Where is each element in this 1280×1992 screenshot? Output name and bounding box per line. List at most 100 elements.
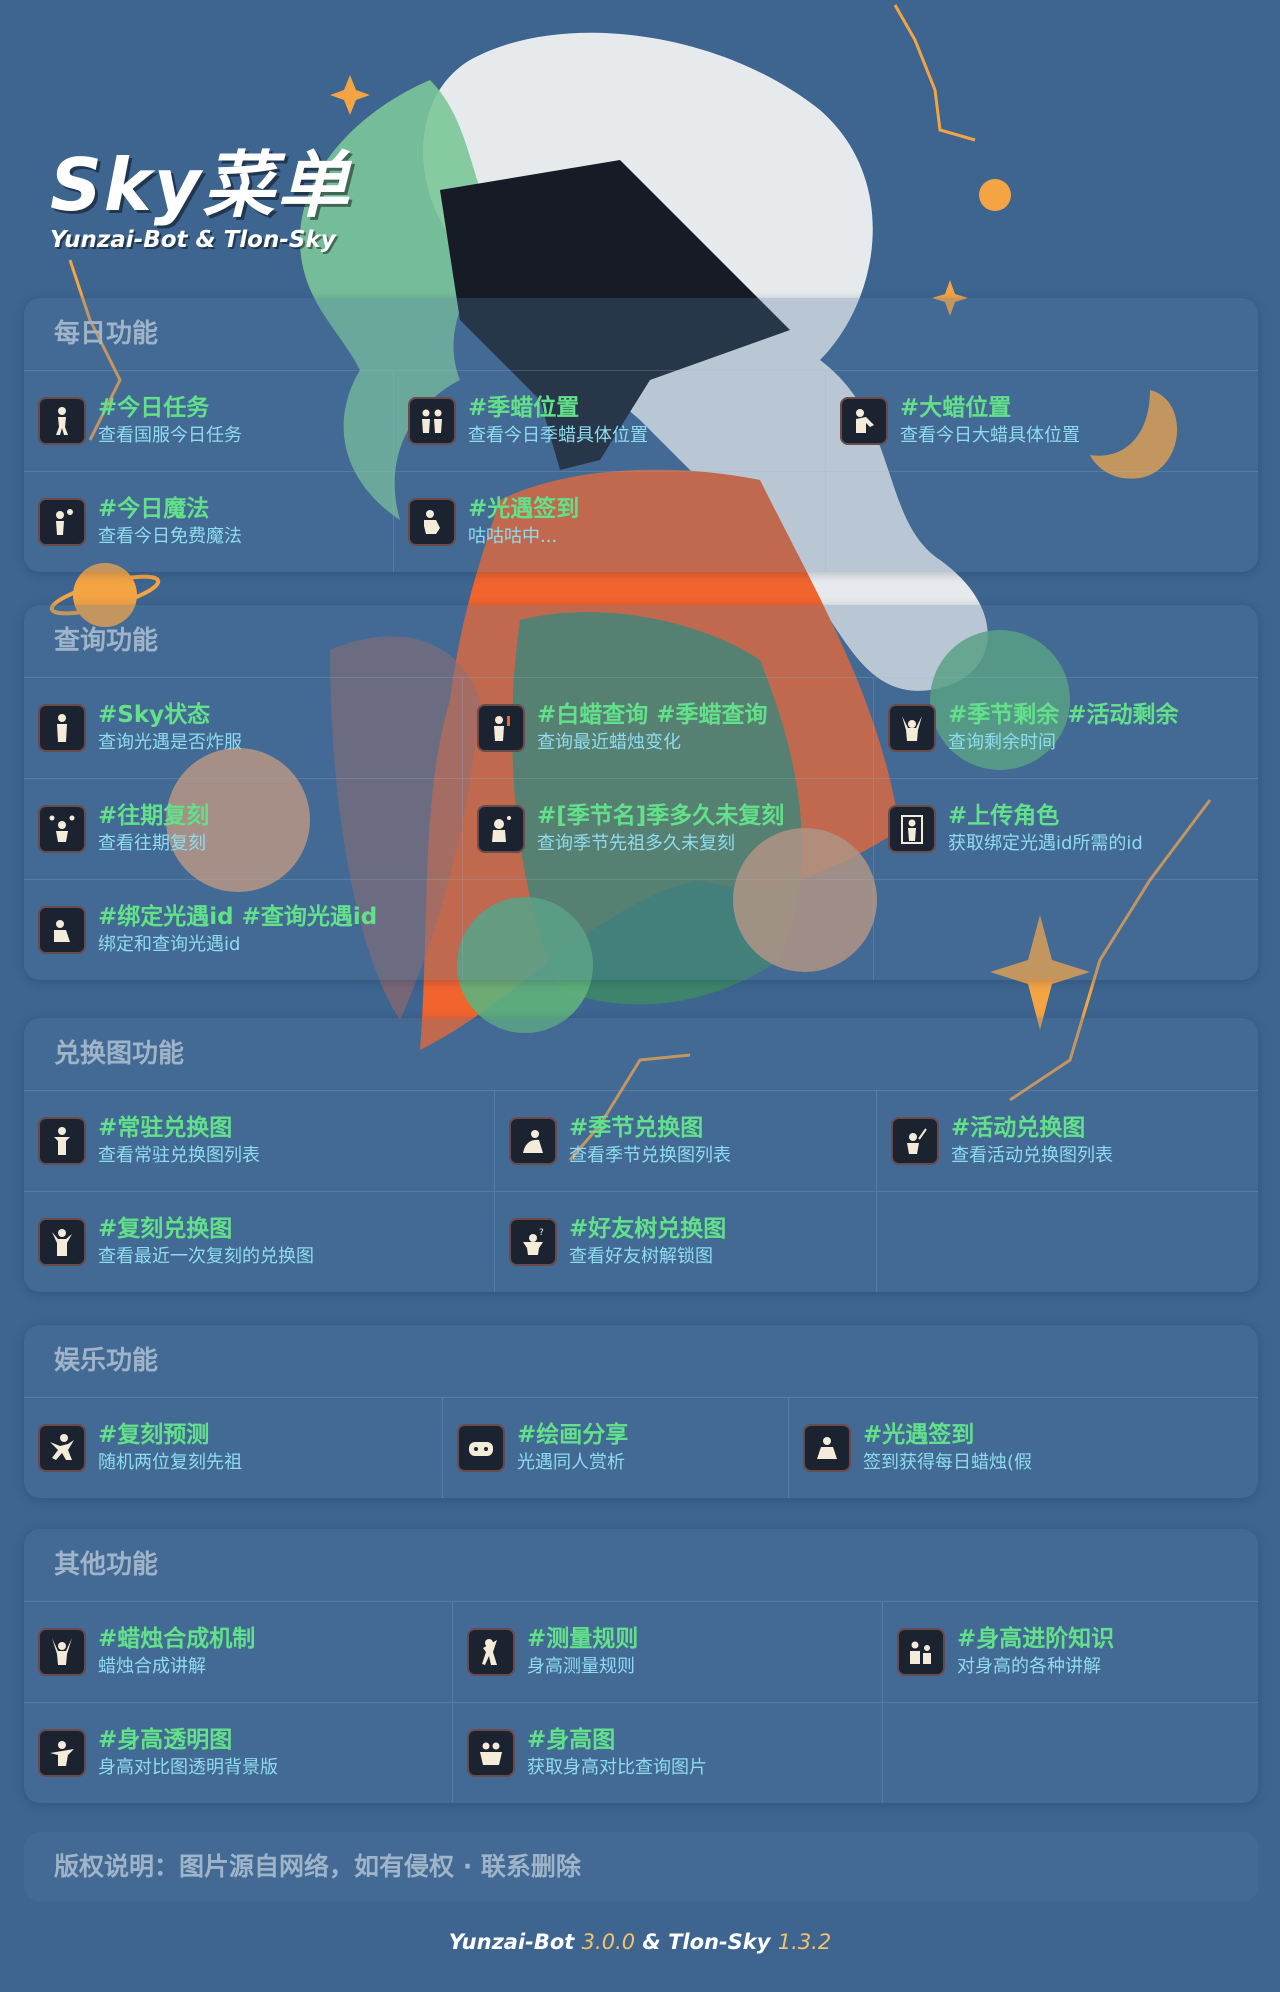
mask-shape xyxy=(440,160,790,470)
menu-description: 获取身高对比查询图片 xyxy=(527,1757,707,1778)
dancing-figure-icon xyxy=(467,1628,515,1676)
menu-item[interactable]: #身高进阶知识对身高的各种讲解 xyxy=(883,1601,1258,1702)
menu-description: 随机两位复刻先祖 xyxy=(98,1452,242,1473)
section-query: 查询功能 #Sky状态 查询光遇是否炸服 #白蜡查询 #季蜡查询 查询最近蜡烛变化 … xyxy=(24,605,1258,980)
menu-item[interactable]: #身高透明图身高对比图透明背景版 xyxy=(24,1702,453,1803)
menu-description: 查看常驻兑换图列表 xyxy=(98,1145,260,1166)
menu-command: #往期复刻 xyxy=(98,803,210,829)
menu-item[interactable]: #常驻兑换图 查看常驻兑换图列表 xyxy=(24,1090,495,1191)
arms-raised-figure-icon xyxy=(38,1628,86,1676)
walking-figure-icon xyxy=(38,397,86,445)
planet-small-top xyxy=(979,179,1011,211)
menu-item[interactable]: #今日任务 查看国服今日任务 xyxy=(24,370,394,471)
menu-command: #白蜡查询 #季蜡查询 xyxy=(537,702,768,728)
menu-item[interactable]: #白蜡查询 #季蜡查询查询最近蜡烛变化 xyxy=(463,677,874,778)
spinning-figure-icon xyxy=(38,1729,86,1777)
waving-figure-icon xyxy=(38,1218,86,1266)
menu-item-empty xyxy=(874,879,1258,980)
thinking-figure-icon xyxy=(477,805,525,853)
confused-figure-icon: ? xyxy=(509,1218,557,1266)
menu-command: #身高进阶知识 xyxy=(957,1626,1115,1652)
menu-item[interactable]: #绑定光遇id #查询光遇id 绑定和查询光遇id xyxy=(24,879,463,980)
plugin-name: Tlon-Sky xyxy=(668,1930,771,1954)
menu-command: #大蜡位置 xyxy=(900,395,1012,421)
section-title: 查询功能 xyxy=(54,626,159,656)
page-title: Sky菜单 xyxy=(50,143,351,227)
menu-item[interactable]: #[季节名]季多久未复刻 查询季节先祖多久未复刻 xyxy=(463,778,874,879)
menu-item[interactable]: #测量规则 身高测量规则 xyxy=(453,1601,883,1702)
page-subtitle: Yunzai-Bot & Tlon-Sky xyxy=(50,227,336,253)
pair-figures-icon xyxy=(897,1628,945,1676)
juggling-figure-icon xyxy=(38,805,86,853)
menu-item[interactable]: #复刻兑换图查看最近一次复刻的兑换图 xyxy=(24,1191,495,1292)
menu-item[interactable]: #活动兑换图 查看活动兑换图列表 xyxy=(877,1090,1258,1191)
menu-item[interactable]: #季节剩余 #活动剩余 查询剩余时间 xyxy=(874,677,1258,778)
header: Sky菜单 Yunzai-Bot & Tlon-Sky xyxy=(50,145,351,253)
menu-description: 查询最近蜡烛变化 xyxy=(537,732,681,753)
section-title: 兑换图功能 xyxy=(54,1039,185,1069)
planet-left xyxy=(166,748,310,892)
section-entertainment: 娱乐功能 #复刻预测 随机两位复刻先祖 #绘画分享 光遇同人赏析 #光遇签到 签到获得… xyxy=(24,1325,1258,1498)
jumping-figure-icon xyxy=(38,1424,86,1472)
menu-description: 查询季节先祖多久未复刻 xyxy=(537,833,735,854)
bot-name: Yunzai-Bot xyxy=(448,1930,575,1954)
constellation-right xyxy=(1009,799,1212,1102)
menu-item[interactable]: #绘画分享 光遇同人赏析 xyxy=(443,1397,789,1498)
menu-description: 查看往期复刻 xyxy=(98,833,206,854)
menu-item[interactable]: #复刻预测 随机两位复刻先祖 xyxy=(24,1397,443,1498)
planet-ring-left xyxy=(49,574,161,616)
menu-command: #光遇签到 xyxy=(468,496,580,522)
menu-description: 查看国服今日任务 xyxy=(98,425,242,446)
section-daily: 每日功能 #今日任务 查看国服今日任务 #季蜡位置 查看今日季蜡具体位置 #大蜡位置… xyxy=(24,298,1258,572)
constellation-middle xyxy=(568,1053,691,1161)
menu-item[interactable]: #Sky状态 查询光遇是否炸服 xyxy=(24,677,463,778)
menu-item[interactable]: ? #好友树兑换图 查看好友树解锁图 xyxy=(495,1191,877,1292)
menu-description: 对身高的各种讲解 xyxy=(957,1656,1101,1677)
sitting-figure-icon xyxy=(408,498,456,546)
menu-item[interactable]: #季节兑换图 查看季节兑换图列表 xyxy=(495,1090,877,1191)
figure-with-wand-icon xyxy=(891,1117,939,1165)
menu-description: 查看今日大蜡具体位置 xyxy=(900,425,1080,446)
planet-center xyxy=(457,897,593,1033)
menu-command: #绑定光遇id #查询光遇id xyxy=(98,904,378,930)
menu-command: #今日魔法 xyxy=(98,496,210,522)
figure-with-candle-icon xyxy=(477,704,525,752)
menu-item[interactable]: #往期复刻查看往期复刻 xyxy=(24,778,463,879)
menu-description: 查看季节兑换图列表 xyxy=(569,1145,731,1166)
planet-green-right xyxy=(930,630,1070,770)
cheering-figure-icon xyxy=(888,704,936,752)
menu-description: 查看今日季蜡具体位置 xyxy=(468,425,648,446)
menu-item-empty xyxy=(883,1702,1258,1803)
robe-shade xyxy=(330,636,480,1020)
menu-item[interactable]: #今日魔法 查看今日免费魔法 xyxy=(24,471,394,572)
copyright-notice: 版权说明：图片源自网络，如有侵权 · 联系删除 xyxy=(24,1832,1258,1902)
menu-item[interactable]: #身高图获取身高对比查询图片 xyxy=(453,1702,883,1803)
menu-command: #蜡烛合成机制 xyxy=(98,1626,256,1652)
bowing-figure-icon xyxy=(38,1117,86,1165)
constellation-left xyxy=(68,259,122,441)
menu-item[interactable]: #季蜡位置 查看今日季蜡具体位置 xyxy=(394,370,826,471)
star-top-right xyxy=(932,280,968,316)
two-figures-icon xyxy=(408,397,456,445)
menu-command: #身高透明图 xyxy=(98,1727,233,1753)
menu-command: #绘画分享 xyxy=(517,1422,629,1448)
constellation-top xyxy=(893,4,976,142)
menu-item[interactable]: #蜡烛合成机制 蜡烛合成讲解 xyxy=(24,1601,453,1702)
menu-description: 查看最近一次复刻的兑换图 xyxy=(98,1246,314,1267)
menu-description: 查看好友树解锁图 xyxy=(569,1246,713,1267)
menu-description: 查询剩余时间 xyxy=(948,732,1056,753)
menu-item[interactable]: #光遇签到 咕咕咕中... xyxy=(394,471,826,572)
menu-item[interactable]: #上传角色 获取绑定光遇id所需的id xyxy=(874,778,1258,879)
menu-description: 查询光遇是否炸服 xyxy=(98,732,242,753)
menu-description: 签到获得每日蜡烛(假 xyxy=(863,1452,1033,1473)
plugin-version: 1.3.2 xyxy=(777,1930,832,1954)
section-title: 每日功能 xyxy=(54,319,159,349)
menu-item[interactable]: #大蜡位置查看今日大蜡具体位置 xyxy=(826,370,1258,471)
meditating-figure-icon xyxy=(803,1424,851,1472)
figure-with-bubble-icon xyxy=(38,498,86,546)
menu-item[interactable]: #光遇签到 签到获得每日蜡烛(假 xyxy=(789,1397,1258,1498)
menu-command: #复刻兑换图 xyxy=(98,1216,233,1242)
menu-description: 身高对比图透明背景版 xyxy=(98,1757,278,1778)
menu-description: 身高测量规则 xyxy=(527,1656,635,1677)
menu-command: #身高图 xyxy=(527,1727,616,1753)
